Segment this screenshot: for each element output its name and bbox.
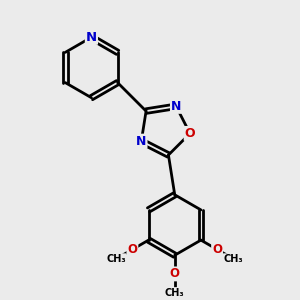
Text: O: O (170, 267, 180, 280)
Text: N: N (86, 31, 97, 44)
Text: N: N (171, 100, 181, 113)
Text: N: N (136, 135, 146, 148)
Text: CH₃: CH₃ (224, 254, 243, 264)
Text: O: O (128, 243, 137, 256)
Text: O: O (212, 243, 222, 256)
Text: CH₃: CH₃ (106, 254, 126, 264)
Text: CH₃: CH₃ (165, 288, 184, 298)
Text: O: O (185, 127, 195, 140)
